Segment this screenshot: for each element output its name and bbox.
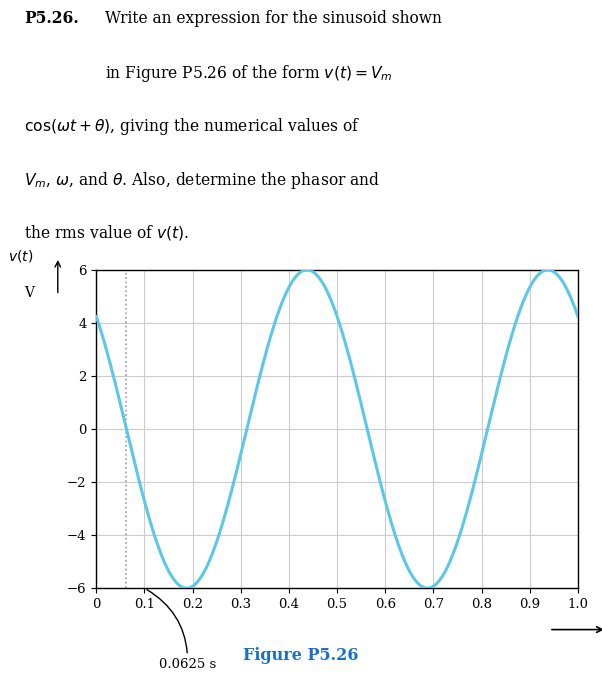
- Text: in Figure P5.26 of the form $v(t) = V_m$: in Figure P5.26 of the form $v(t) = V_m$: [105, 63, 393, 84]
- Text: $v(t)$: $v(t)$: [8, 248, 34, 264]
- Text: P5.26.: P5.26.: [24, 10, 79, 27]
- Text: Figure P5.26: Figure P5.26: [243, 647, 359, 664]
- Text: 0.0625 s: 0.0625 s: [147, 590, 216, 671]
- Text: $\cos(\omega t + \theta)$, giving the numerical values of: $\cos(\omega t + \theta)$, giving the nu…: [24, 116, 361, 137]
- Text: Write an expression for the sinusoid shown: Write an expression for the sinusoid sho…: [105, 10, 442, 27]
- Text: the rms value of $v(t)$.: the rms value of $v(t)$.: [24, 223, 189, 242]
- Text: V: V: [23, 286, 34, 300]
- Text: $V_m$, $\omega$, and $\theta$. Also, determine the phasor and: $V_m$, $\omega$, and $\theta$. Also, det…: [24, 170, 380, 190]
